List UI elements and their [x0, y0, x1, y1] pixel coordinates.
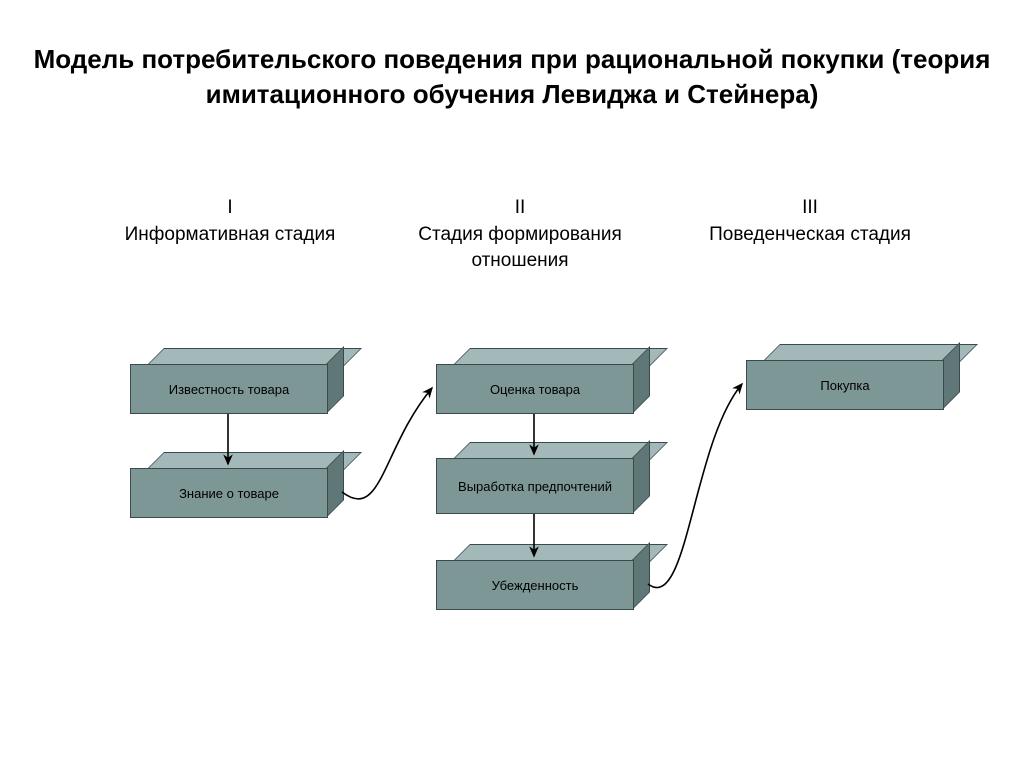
block-b4: Выработка предпочтений	[436, 442, 648, 512]
block-b3: Оценка товара	[436, 348, 648, 412]
block-label: Знание о товаре	[130, 468, 328, 518]
stage-label: Стадия формирования отношения	[380, 222, 660, 275]
block-b5: Убежденность	[436, 544, 648, 608]
block-b6: Покупка	[746, 344, 958, 408]
stage-header-2: IIСтадия формирования отношения	[380, 195, 660, 275]
block-label: Выработка предпочтений	[436, 458, 634, 514]
arrow-curved	[342, 388, 432, 499]
block-label: Известность товара	[130, 364, 328, 414]
stage-label: Информативная стадия	[90, 222, 370, 249]
block-label: Покупка	[746, 360, 944, 410]
stage-numeral: I	[90, 195, 370, 222]
arrow-curved	[648, 384, 742, 588]
block-label: Убежденность	[436, 560, 634, 610]
block-b1: Известность товара	[130, 348, 342, 412]
stage-header-3: IIIПоведенческая стадия	[670, 195, 950, 248]
stage-label: Поведенческая стадия	[670, 222, 950, 249]
diagram-title: Модель потребительского поведения при ра…	[0, 42, 1024, 112]
block-b2: Знание о товаре	[130, 452, 342, 516]
stage-numeral: II	[380, 195, 660, 222]
block-label: Оценка товара	[436, 364, 634, 414]
stage-header-1: IИнформативная стадия	[90, 195, 370, 248]
stage-numeral: III	[670, 195, 950, 222]
